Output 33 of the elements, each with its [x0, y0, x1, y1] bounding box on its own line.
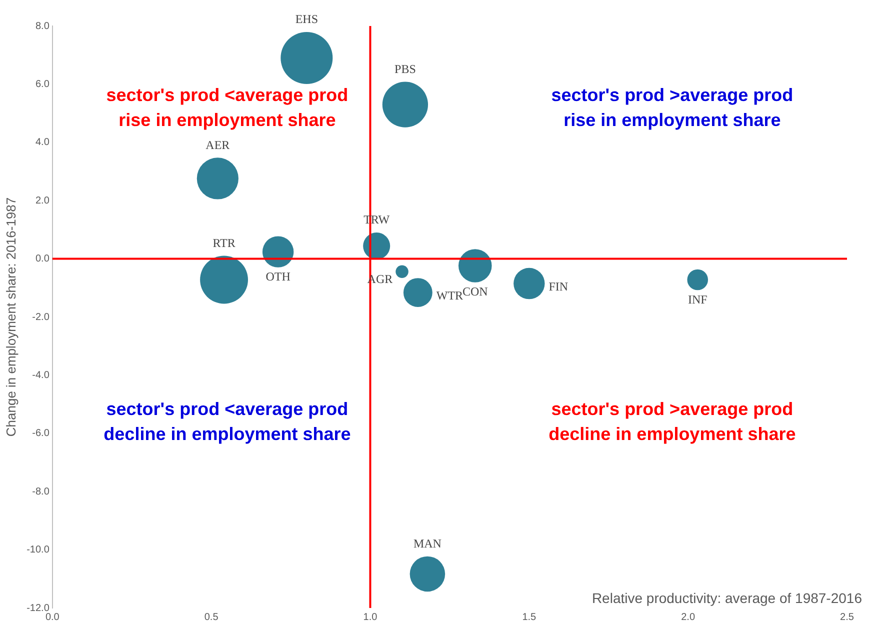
y-tick-label: -8.0 — [32, 486, 50, 498]
series-label: FIN — [548, 280, 568, 294]
x-tick-label: 0.0 — [45, 612, 60, 623]
y-tick-label: 2.0 — [35, 195, 50, 206]
x-tick-label: 2.0 — [681, 612, 696, 623]
y-tick-label: 8.0 — [35, 20, 50, 32]
series-label: CON — [462, 284, 488, 299]
y-tick-label: -4.0 — [32, 370, 50, 381]
series-label: WTR — [436, 288, 464, 303]
series-label: PBS — [394, 62, 416, 76]
series-label: OTH — [266, 270, 291, 284]
y-tick-label: 6.0 — [35, 78, 50, 90]
x-tick-label: 2.5 — [840, 612, 854, 623]
y-tick-label: -10.0 — [26, 544, 50, 556]
series-label: INF — [688, 292, 708, 306]
series-label: AER — [206, 138, 230, 152]
y-tick-label: -2.0 — [32, 312, 50, 323]
series-label: EHS — [295, 12, 318, 26]
y-tick-label: -12.0 — [26, 602, 50, 614]
series-label: MAN — [413, 536, 442, 550]
y-tick-label: 0.0 — [35, 254, 50, 265]
x-tick-label: 1.0 — [363, 612, 378, 623]
annotation: sector's prod <average prod decline in employment share — [104, 399, 351, 444]
y-tick-label: -6.0 — [32, 428, 50, 440]
series-label: RTR — [212, 236, 236, 250]
y-tick-label: 4.0 — [35, 137, 50, 148]
y-axis-title: Change in employment share: 2016-1987 — [3, 197, 18, 437]
x-tick-label: 0.5 — [204, 612, 219, 623]
annotation: sector's prod >average prod rise in employment share — [551, 84, 794, 130]
annotation: sector's prod >average prod decline in employment share — [548, 399, 796, 444]
x-tick-label: 1.5 — [522, 612, 537, 623]
annotation: sector's prod <average prod rise in employment share — [106, 84, 348, 130]
x-axis-title: Relative productivity: average of 1987-2016 — [592, 590, 862, 606]
